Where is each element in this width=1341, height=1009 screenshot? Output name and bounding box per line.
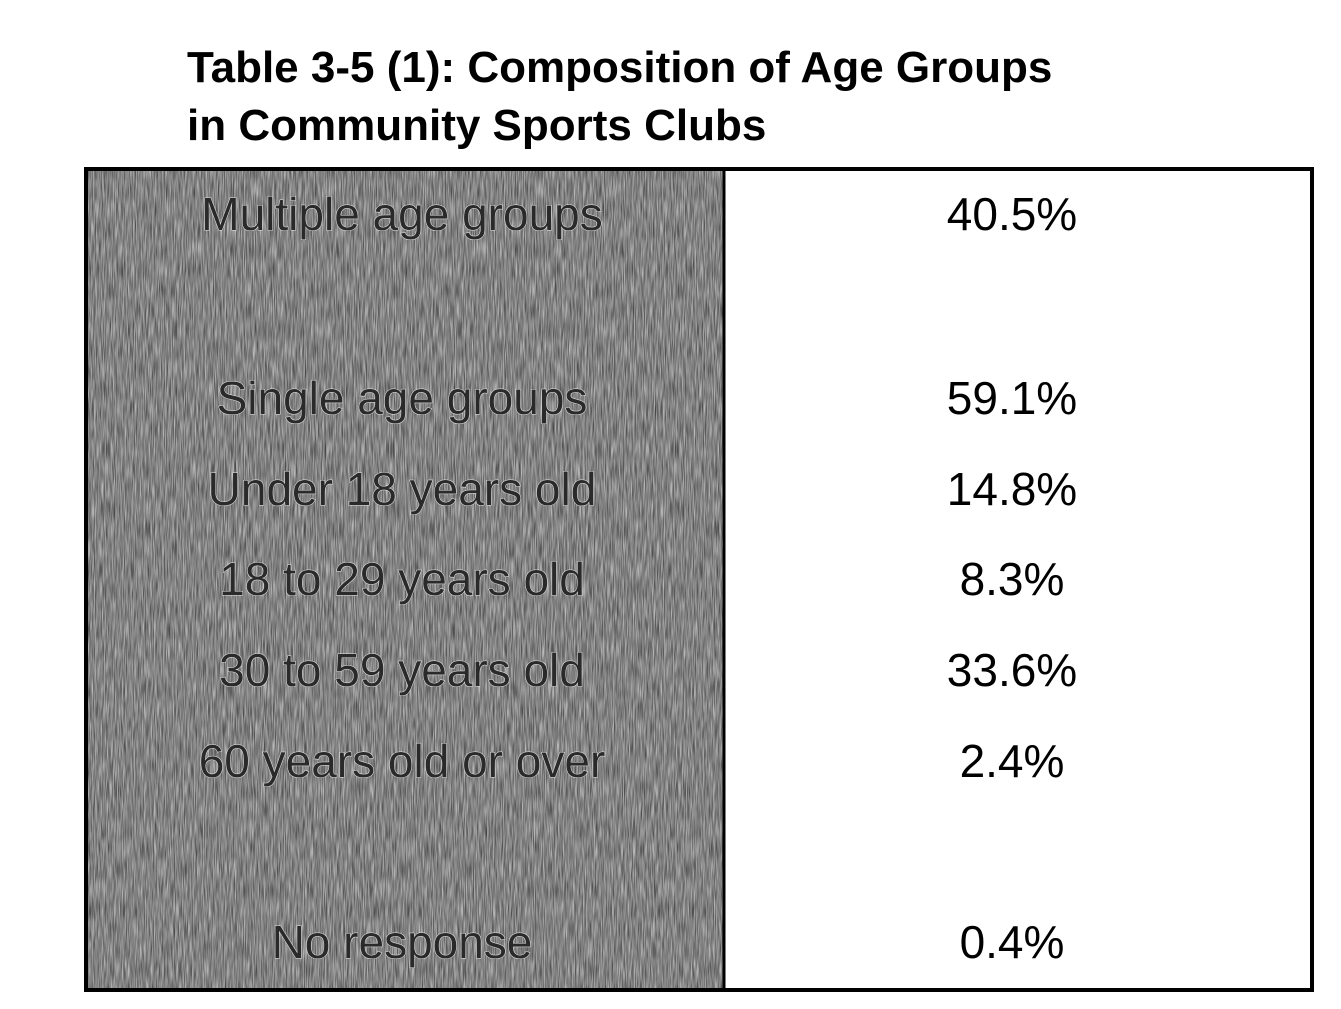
table-border [84,167,1314,992]
table-body: Multiple age groups 40.5% Single age group… [198,188,1077,969]
label-column-texture [86,169,724,990]
row-label: Under 18 years old [208,463,597,515]
row-label: No response [272,916,533,968]
row-value: 33.6% [947,644,1077,696]
row-label: 30 to 59 years old [219,644,585,696]
row-value: 59.1% [947,372,1077,424]
row-value: 2.4% [960,735,1065,787]
row-label: 60 years old or over [199,735,606,787]
row-label: Single age groups [217,372,588,424]
row-value: 40.5% [947,188,1077,240]
row-value: 8.3% [960,553,1065,605]
title-line: in Community Sports Clubs [187,101,766,150]
row-value: 14.8% [947,463,1077,515]
row-value: 0.4% [960,916,1065,968]
row-label: 18 to 29 years old [219,553,585,605]
row-label: Multiple age groups [201,188,602,240]
title-line: Table 3-5 (1): Composition of Age Groups [187,43,1052,92]
